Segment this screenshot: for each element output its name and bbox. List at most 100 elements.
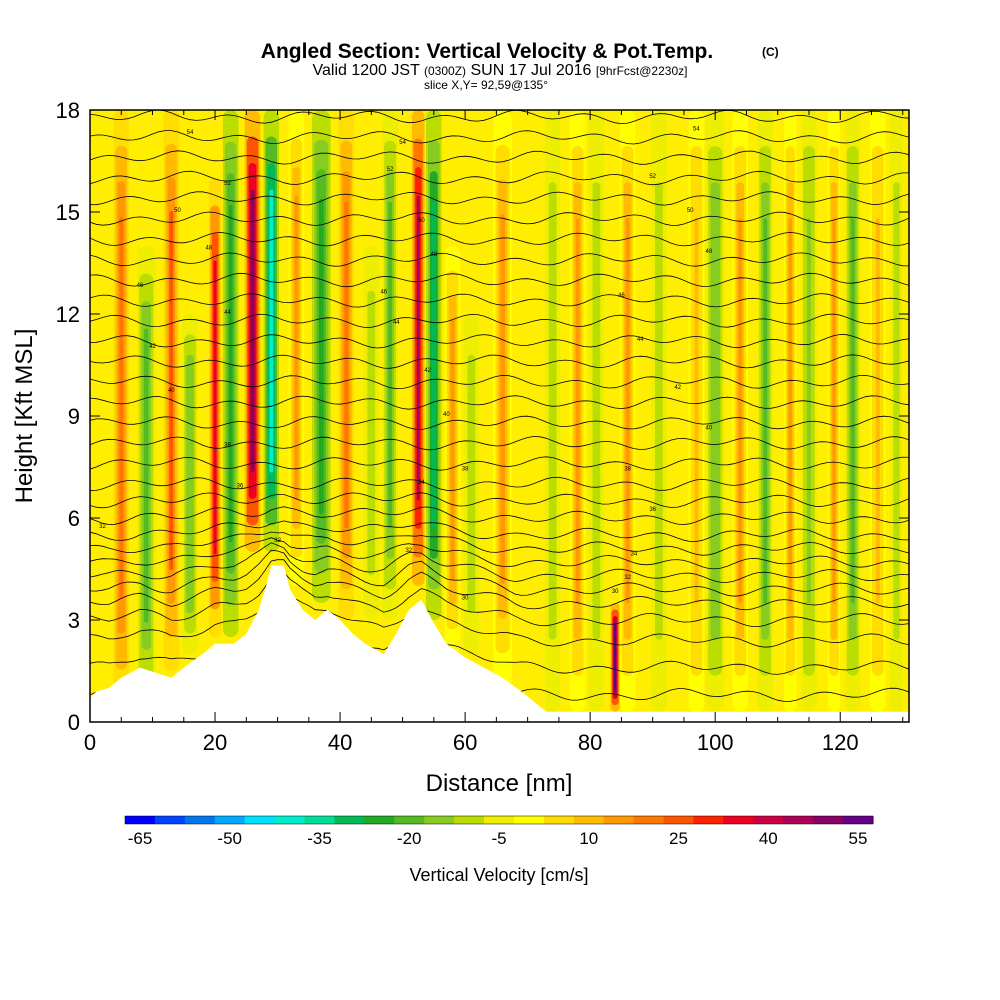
isentrope-3 <box>90 571 909 627</box>
colorbar-swatch <box>125 816 156 824</box>
velocity-column-1 <box>136 246 156 705</box>
velocity-column-20 <box>588 110 605 712</box>
y-tick-label: 15 <box>56 200 80 225</box>
contour-label-23: 46 <box>618 293 625 299</box>
isentrope-8 <box>90 531 909 556</box>
colorbar-frame <box>124 815 874 825</box>
velocity-column-23 <box>651 110 667 712</box>
colorbar-swatch <box>783 816 814 824</box>
velocity-column-27 <box>757 110 773 712</box>
isentrope-14 <box>90 436 909 451</box>
velocity-band <box>712 218 718 604</box>
isentrope-27 <box>90 170 909 186</box>
colorbar-swatch <box>454 816 485 824</box>
contour-label-22: 46 <box>137 283 144 289</box>
velocity-band <box>614 622 617 693</box>
colorbar-tick-label: 55 <box>849 829 868 848</box>
isentrope-20 <box>90 313 909 328</box>
isentrope-13 <box>90 456 909 471</box>
contour-label-4: 30 <box>612 589 619 595</box>
velocity-column-24 <box>688 110 705 712</box>
velocity-band <box>763 218 768 604</box>
y-tick-label: 6 <box>68 506 80 531</box>
isentrope-22 <box>90 272 909 288</box>
colorbar-swatch <box>304 816 335 824</box>
contour-label-9: 36 <box>237 483 244 489</box>
colorbar-tick-label: -20 <box>397 829 422 848</box>
velocity-column-26 <box>732 110 748 712</box>
colorbar-tick-label: 25 <box>669 829 688 848</box>
contour-label-3: 30 <box>462 596 469 602</box>
isentrope-16 <box>90 395 909 410</box>
velocity-column-21 <box>610 603 620 712</box>
velocity-column-31 <box>844 110 861 712</box>
colorbar-swatch <box>753 816 784 824</box>
x-tick-label: 20 <box>203 730 227 755</box>
velocity-band <box>369 313 374 553</box>
colorbar-swatch <box>813 816 844 824</box>
contour-label-16: 42 <box>424 368 431 374</box>
velocity-column-10 <box>338 110 355 620</box>
subtitle-fcst: [9hrFcst@2230z] <box>596 64 688 78</box>
velocity-band <box>169 211 174 570</box>
contour-label-24: 46 <box>380 290 387 296</box>
y-tick-label: 18 <box>56 98 80 123</box>
velocity-band <box>500 214 505 584</box>
velocity-band <box>344 201 349 529</box>
isentrope-12 <box>90 476 909 492</box>
contour-label-32: 52 <box>387 167 394 173</box>
isentrope-4 <box>90 559 909 611</box>
velocity-column-5 <box>222 110 239 637</box>
velocity-band <box>594 218 599 604</box>
x-tick-label: 80 <box>578 730 602 755</box>
chart-title: Angled Section: Vertical Velocity & Pot.… <box>261 40 713 63</box>
colorbar-swatch <box>723 816 754 824</box>
contour-label-27: 48 <box>706 249 713 255</box>
slice-info: slice X,Y= 92,59@135° <box>424 78 548 92</box>
velocity-column-15 <box>444 246 461 654</box>
velocity-band <box>431 201 436 529</box>
contour-label-19: 44 <box>637 337 644 343</box>
contour-label-6: 34 <box>631 551 638 557</box>
colorbar-label: Vertical Velocity [cm/s] <box>409 865 588 885</box>
contour-label-20: 44 <box>224 310 231 316</box>
velocity-column-8 <box>288 110 305 586</box>
velocity-band <box>250 189 255 473</box>
velocity-column-3 <box>182 314 198 654</box>
velocity-column-4 <box>208 178 222 637</box>
velocity-column-16 <box>463 314 480 654</box>
contour-label-21: 44 <box>393 320 400 326</box>
velocity-columns <box>113 110 903 712</box>
velocity-column-11 <box>363 246 380 620</box>
isentrope-10 <box>90 506 909 526</box>
colorbar-swatch <box>214 816 246 824</box>
subtitle-valid: Valid 1200 JST <box>313 62 421 79</box>
colorbar-swatch <box>663 816 694 824</box>
contour-label-28: 50 <box>174 208 181 214</box>
velocity-band <box>143 328 149 623</box>
contour-labels: 32 32 32 30 30 32 34 36 38 36 34 38 38 40 40 40 42 42 42 44… <box>99 126 713 601</box>
isentrope-5 <box>90 549 909 597</box>
chart-title-units: (C) <box>762 45 779 59</box>
colorbar-swatch <box>633 816 664 824</box>
isentrope-2 <box>90 589 909 648</box>
x-tick-label: 60 <box>453 730 477 755</box>
isentrope-17 <box>90 374 909 390</box>
velocity-band <box>416 195 420 501</box>
contour-label-5: 32 <box>624 575 631 581</box>
contour-label-15: 40 <box>168 388 175 394</box>
isentrope-9 <box>90 520 909 542</box>
contour-label-0: 32 <box>99 524 106 530</box>
contour-label-33: 52 <box>649 174 656 180</box>
isentrope-11 <box>90 492 909 509</box>
terrain-mask <box>90 565 909 722</box>
velocity-band <box>788 218 792 604</box>
colorbar-tick-label: 10 <box>579 829 598 848</box>
velocity-band <box>228 204 233 543</box>
contour-label-12: 38 <box>224 443 231 449</box>
isentrope-19 <box>90 334 909 349</box>
contour-label-8: 38 <box>624 466 631 472</box>
colorbar <box>124 815 874 825</box>
velocity-band <box>657 218 661 604</box>
